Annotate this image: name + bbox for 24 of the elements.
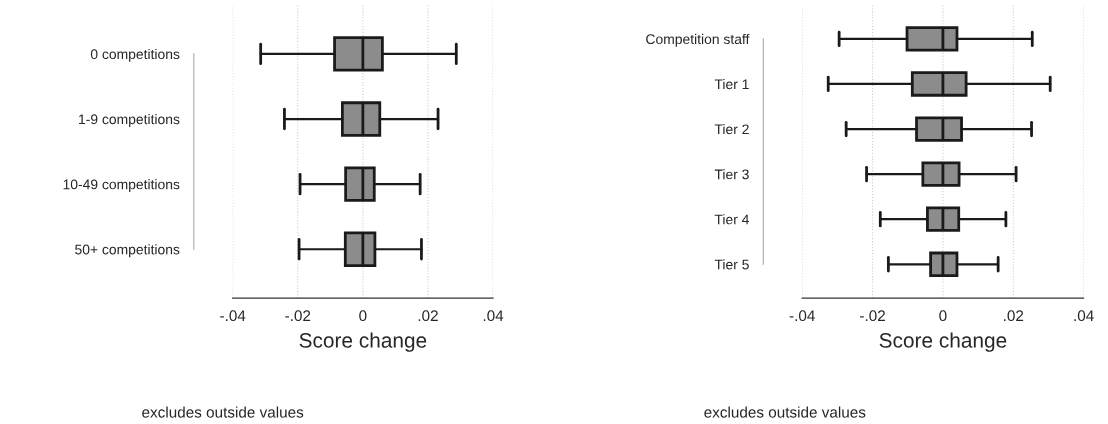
x-tick-label: -.02 — [860, 310, 885, 322]
x-tick-label: .04 — [1074, 310, 1094, 322]
x-tick-label: -.04 — [220, 310, 246, 322]
x-tick-label: .02 — [418, 310, 438, 322]
y-tick-label: Tier 3 — [714, 169, 749, 180]
y-tick-label: 0 competitions — [90, 48, 180, 62]
y-tick-label: Tier 5 — [714, 259, 749, 270]
y-tick-label: 50+ competitions — [75, 244, 180, 258]
text: excludes outside values — [704, 406, 866, 418]
y-tick-label: Competition staff — [646, 33, 750, 47]
x-tick-label: -.04 — [789, 310, 815, 322]
x-tick-label: .04 — [483, 310, 504, 322]
x-tick-label: 0 — [939, 310, 947, 322]
x-axis-title: Score change — [879, 332, 1007, 352]
y-tick-label: Tier 4 — [714, 214, 750, 225]
y-tick-label: Tier 2 — [714, 124, 749, 135]
x-tick-label: 0 — [359, 310, 367, 322]
y-tick-label: 1-9 competitions — [79, 113, 180, 127]
y-tick-label: Tier 1 — [714, 78, 749, 90]
x-axis-title: Score change — [299, 332, 427, 352]
y-tick-label: 10-49 competitions — [63, 179, 180, 193]
x-tick-label: -.02 — [285, 310, 311, 322]
text: excludes outside values — [142, 406, 304, 418]
x-tick-label: .02 — [1004, 310, 1024, 322]
